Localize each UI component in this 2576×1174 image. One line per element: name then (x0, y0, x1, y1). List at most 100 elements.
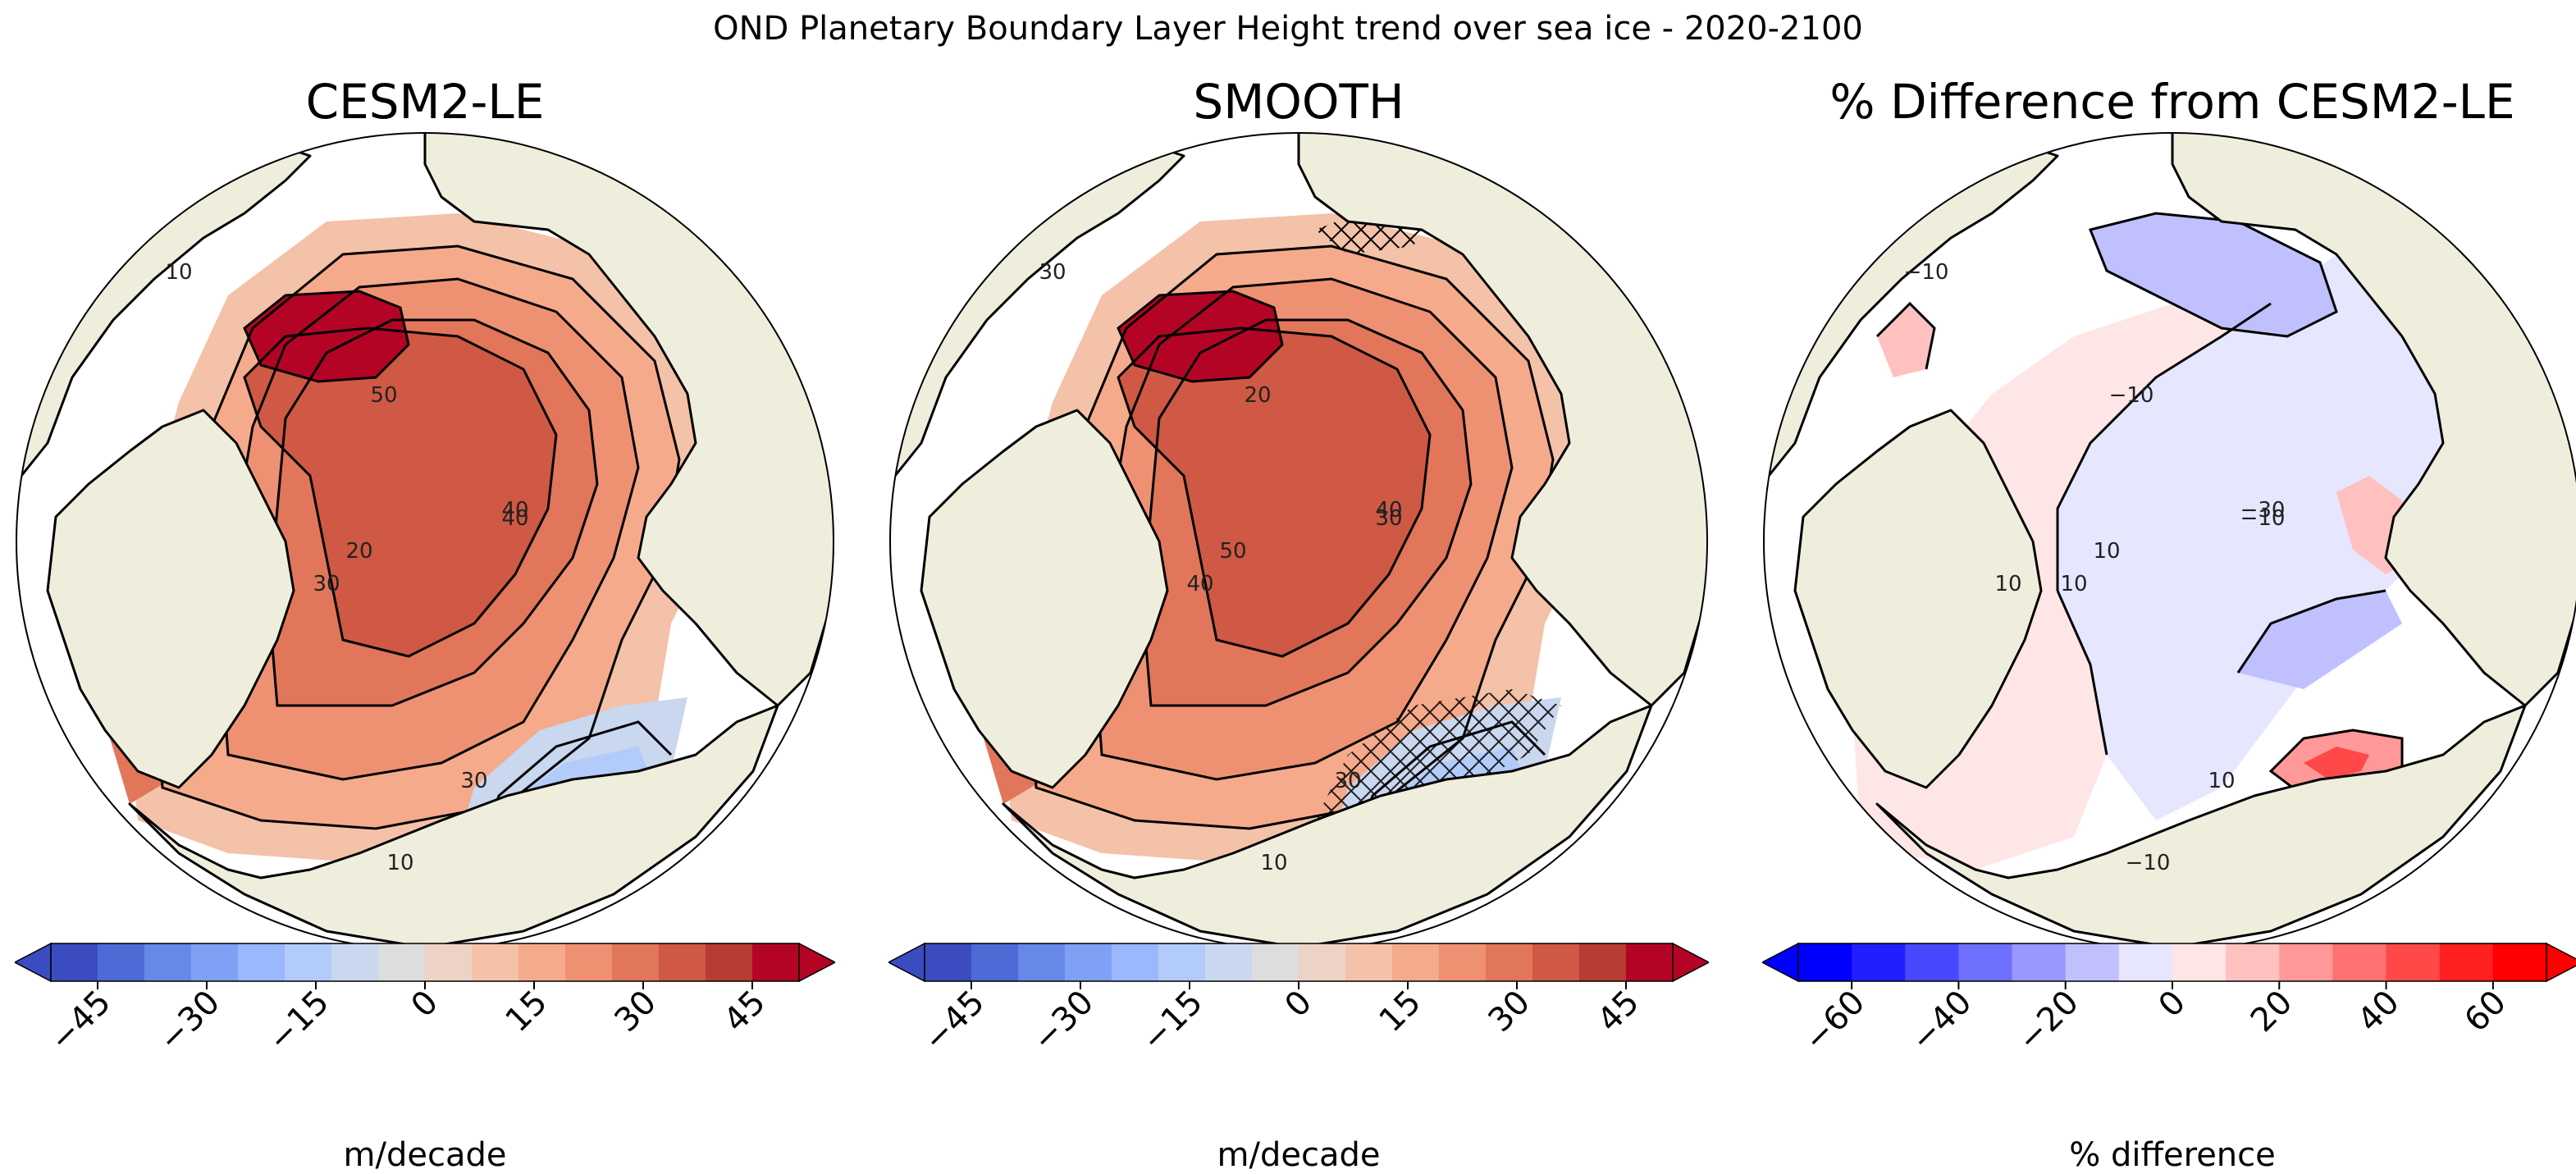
colorbar-swatch (1065, 943, 1112, 981)
colorbar-swatch (1018, 943, 1066, 981)
colorbar-label: % difference (2069, 1136, 2276, 1174)
colorbar-tick-label: 15 (499, 984, 555, 1040)
colorbar-tick-label: −20 (2011, 984, 2086, 1059)
trend-fill-band (244, 328, 556, 656)
contour-line (2088, 212, 2338, 338)
contour-label: 40 (1375, 498, 1402, 523)
contour-label: 50 (1219, 539, 1246, 564)
contour-line (1141, 318, 1473, 707)
panel-title: CESM2-LE (305, 74, 545, 130)
colorbar-swatch (2012, 943, 2067, 981)
colorbar-swatch (2118, 943, 2173, 981)
colorbar-tick-label: 0 (2152, 984, 2194, 1026)
colorbar-swatch (1205, 943, 1253, 981)
colorbar-swatch (51, 943, 98, 981)
colorbar-tick-label: −15 (261, 984, 336, 1059)
land-coastline (1793, 409, 2043, 789)
contour-label: 20 (1244, 383, 1271, 408)
colorbar-swatch (1579, 943, 1627, 981)
polar-map: 30 50 40 30 20 40 30 10 (888, 131, 1709, 952)
colorbar-extend-max (2546, 942, 2576, 983)
colorbar-extend-min (1761, 942, 1799, 983)
contour-label: 30 (1334, 769, 1361, 793)
colorbar-tick-label: −30 (1025, 984, 1101, 1059)
contour-label: 10 (1994, 572, 2021, 596)
colorbar-swatch (1626, 943, 1674, 981)
contour-label: 30 (460, 769, 487, 793)
contour-label: −10 (2126, 851, 2171, 875)
colorbar-extend-max (1672, 942, 1710, 983)
colorbar: −60 −40 −20 0 20 40 60 (1761, 935, 2576, 1124)
colorbar-swatch (1439, 943, 1487, 981)
colorbar-swatch (2386, 943, 2441, 981)
colorbar-swatch (425, 943, 473, 981)
contour-label: 10 (2060, 572, 2087, 596)
contour-label: 40 (501, 498, 528, 523)
colorbar: −45 −30 −15 0 15 30 45 (13, 935, 837, 1124)
contour-label: 50 (370, 383, 397, 408)
contour-label: 40 (1186, 572, 1213, 596)
land-coastline (1875, 704, 2527, 949)
difference-fill (2238, 591, 2402, 689)
contour-line (243, 327, 558, 658)
colorbar-svg: −45 −30 −15 0 15 30 45 (887, 942, 1710, 1059)
contour-label: 40 (501, 506, 528, 531)
colorbar-swatch (1112, 943, 1159, 981)
colorbar-swatch (1158, 943, 1206, 981)
colorbar-tick-label: 45 (1591, 984, 1647, 1040)
difference-fill (2304, 747, 2369, 779)
contour-label: 10 (1260, 851, 1287, 875)
colorbar-tick-label: −40 (1903, 984, 1979, 1059)
colorbar-tick-label: −15 (1135, 984, 1210, 1059)
colorbar-swatch (971, 943, 1019, 981)
colorbar-swatch (1345, 943, 1393, 981)
colorbar-tick-label: 60 (2457, 984, 2514, 1040)
colorbar-tick-label: −30 (152, 984, 227, 1059)
colorbar-tick-label: −45 (916, 984, 992, 1059)
colorbar-svg: −60 −40 −20 0 20 40 60 (1761, 942, 2576, 1059)
contour-label: −10 (2109, 383, 2154, 408)
contour-line (2056, 302, 2272, 591)
polar-map: 10 20 30 40 50 40 30 10 (15, 131, 835, 952)
contour-label: 20 (345, 539, 372, 564)
contour-line (1117, 327, 1432, 658)
land-coastline (128, 704, 779, 949)
colorbar-swatch (612, 943, 660, 981)
colorbar-swatch (285, 943, 332, 981)
colorbar-tick-label: 45 (717, 984, 774, 1040)
colorbar-swatch (378, 943, 426, 981)
trend-fill-band (244, 291, 409, 381)
colorbar-swatch (706, 943, 753, 981)
colorbar-tick-label: 15 (1372, 984, 1429, 1040)
contour-label: −10 (2240, 506, 2286, 531)
colorbar-swatch (2065, 943, 2120, 981)
panel-smooth: SMOOTH 30 50 40 30 20 40 30 10 −45 −30 −15 0 15 30 45… (887, 74, 1710, 1174)
colorbar-swatch (1905, 943, 1959, 981)
contour-label: 10 (386, 851, 413, 875)
colorbar-swatch (2279, 943, 2333, 981)
contour-label: 10 (165, 260, 192, 285)
colorbar-swatch (472, 943, 519, 981)
colorbar-swatch (1486, 943, 1533, 981)
colorbar-svg: −45 −30 −15 0 15 30 45 (13, 942, 837, 1059)
contour-line (2236, 589, 2386, 674)
contour-label: 10 (2093, 539, 2120, 564)
colorbar-extend-max (798, 942, 837, 983)
contour-label: 30 (1375, 506, 1402, 531)
polar-map: −10 10 10 −10 −10 −30 10 −10 10 (1762, 131, 2576, 952)
colorbar-swatch (565, 943, 613, 981)
colorbar: −45 −30 −15 0 15 30 45 (887, 935, 1710, 1124)
colorbar-tick-label: 30 (1482, 984, 1538, 1040)
colorbar-swatch (1299, 943, 1346, 981)
colorbar-swatch (2226, 943, 2280, 981)
colorbar-tick-label: 0 (1278, 984, 1320, 1026)
colorbar-swatch (238, 943, 285, 981)
colorbar-swatch (331, 943, 379, 981)
contour-label: 10 (2208, 769, 2235, 793)
contour-line (2056, 590, 2108, 756)
colorbar-swatch (1852, 943, 1906, 981)
contour-line (243, 290, 410, 383)
colorbar-swatch (752, 943, 800, 981)
